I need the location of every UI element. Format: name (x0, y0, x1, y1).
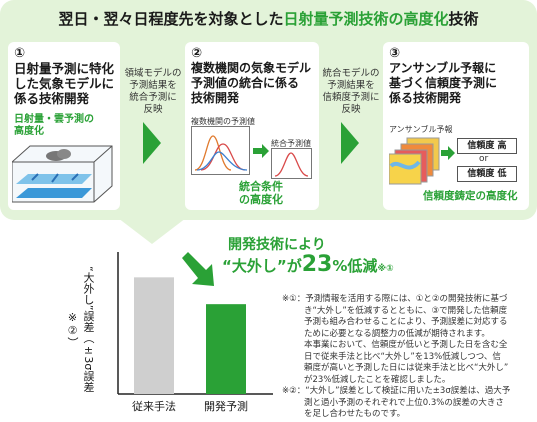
x-tick-label: 開発予測 (204, 399, 248, 413)
arrow1-line: 領域モデルの (124, 68, 182, 79)
step3-title-line: アンサンブル予報に (389, 61, 497, 75)
note1-line: ために必要となる調整力の低減が期待されます。 (304, 328, 490, 339)
x-tick-label: 従来手法 (132, 399, 176, 413)
arrow2-line: 信頼度予測に (322, 92, 380, 103)
step3-subtitle: 信頼度鋳定の高度化 (423, 190, 518, 202)
note-2: ※②：“大外し”誤差として検証に用いた±3σ誤差は、過大予 測と過小予測のそれぞ… (282, 386, 532, 421)
note2-line: を足し合わせたものです。 (304, 409, 406, 419)
result-percentage: 23 (301, 252, 333, 277)
ensemble-maps-illustration (389, 137, 440, 185)
step2-sub-line: の高度化 (239, 193, 283, 206)
result-line2: “大外し”が23%低減※① (222, 252, 394, 277)
arrow2-line: 予測結果を (327, 80, 375, 91)
result-line1: 開発技術により (228, 237, 326, 253)
step1-title-line: 係る技術開発 (14, 91, 90, 106)
note1-line: が23%低減したことを確認しました。 (304, 374, 451, 385)
result-line2-prefix: “大外し”が (222, 257, 302, 275)
arrow2-text: 統合モデルの 予測結果を 信頼度予測に 反映 (319, 68, 383, 116)
page-title: 翌日・翌々日程度先を対象とした日射量予測技術の高度化技術 (0, 8, 537, 29)
weather-model-box-illustration (12, 145, 113, 203)
step2-number: ② (191, 46, 203, 61)
step3-title-line: 基づく信頼度予測に (389, 76, 498, 90)
integrated-label: 統合予測値 (271, 139, 311, 148)
step2-title: 複数機関の気象モデル 予測値の統合に係る 技術開発 (191, 61, 319, 106)
step2-card: ② 複数機関の気象モデル 予測値の統合に係る 技術開発 複数機関の予測値 統合予… (185, 42, 319, 210)
step2-title-line: 技術開発 (191, 91, 240, 105)
note1-line: 日で従来手法と比べ“大外し”を13%低減しつつ、信 (304, 351, 501, 362)
note2-line: ※②：“大外し”誤差として検証に用いた±3σ誤差は、過大予 (282, 386, 511, 396)
step2-title-line: 複数機関の気象モデル (191, 61, 312, 75)
arrow1-line: 予測結果を (129, 80, 177, 91)
step1-title: 日射量予測に特化 した気象モデルに 係る技術開発 (14, 61, 122, 106)
arrow1-line: 反映 (143, 104, 163, 115)
callout-pointer (118, 218, 186, 244)
step2-subtitle: 統合条件 の高度化 (239, 180, 283, 206)
note-1: ※①：予測情報を活用する際には、①と②の開発技術に基づ き“大外し”を低減すると… (282, 294, 532, 386)
step1-number: ① (14, 46, 26, 61)
multi-agency-curves (191, 126, 250, 175)
note1-line: ※①：予測情報を活用する際には、①と②の開発技術に基づ (282, 294, 508, 304)
arrow2-chevron (341, 122, 359, 164)
reliability-arrow-icon (441, 146, 455, 160)
integration-arrow-icon (253, 144, 269, 158)
reliability-low-box: 信頼度 低 (457, 166, 517, 182)
step1-sub-line: 日射量・雲予測の (14, 114, 94, 125)
step3-card: ③ アンサンブル予報に 基づく信頼度予測に 係る技術開発 アンサンブル予報 信頼… (383, 42, 529, 210)
step3-title: アンサンブル予報に 基づく信頼度予測に 係る技術開発 (389, 61, 527, 106)
arrow1-text: 領域モデルの 予測結果を 統合予測に 反映 (121, 68, 185, 116)
result-line2-suffix: %低減 (332, 257, 378, 275)
step2-title-line: 予測値の統合に係る (191, 76, 300, 90)
step1-subtitle: 日射量・雲予測の 高度化 (14, 114, 94, 138)
reduction-arrow-icon (182, 252, 214, 286)
arrow1-line: 統合予測に (129, 92, 177, 103)
bar-conventional (134, 277, 174, 394)
arrow2-line: 反映 (341, 104, 361, 115)
bar-developed (206, 304, 246, 394)
step1-sub-line: 高度化 (14, 126, 44, 137)
chart-y-axis-label: “大外し”誤差（±3σ誤差※②） (66, 265, 95, 393)
step2-sub-line: 統合条件 (239, 180, 283, 193)
integrated-curve (271, 148, 312, 179)
arrow2-line: 統合モデルの (322, 68, 380, 79)
reliability-high-box: 信頼度 高 (457, 138, 517, 154)
reliability-or-label: or (479, 154, 489, 164)
step3-title-line: 係る技術開発 (389, 91, 462, 105)
note1-line: 本事業において、信頼度が低いと予測した日を含む全 (304, 340, 508, 350)
title-part3: 技術 (448, 10, 479, 28)
note1-line: 頼度が高いと予測した日には従来手法と比べ“大外し” (304, 363, 509, 373)
multi-agency-label: 複数機関の予測値 (191, 117, 255, 126)
result-note-ref: ※① (377, 264, 394, 274)
step1-title-line: 日射量予測に特化 (14, 61, 115, 76)
step1-card: ① 日射量予測に特化 した気象モデルに 係る技術開発 日射量・雲予測の 高度化 (8, 42, 120, 210)
title-part1: 翌日・翌々日程度先を対象とした (58, 10, 284, 28)
note1-line: 予測も組み合わせることにより、予測誤差に対応する (304, 317, 508, 327)
step3-number: ③ (389, 46, 401, 61)
step1-title-line: した気象モデルに (14, 76, 115, 91)
note1-line: き“大外し”を低減するとともに、③で開発した信頼度 (304, 305, 508, 316)
note2-line: 測と過小予測のそれぞれで上位0.3%の誤差の大きさ (304, 397, 504, 408)
arrow1-chevron (143, 122, 161, 164)
ensemble-label: アンサンブル予報 (389, 125, 453, 134)
title-part2: 日射量予測技術の高度化 (283, 10, 449, 28)
bar-chart: 従来手法 開発予測 (117, 252, 273, 413)
